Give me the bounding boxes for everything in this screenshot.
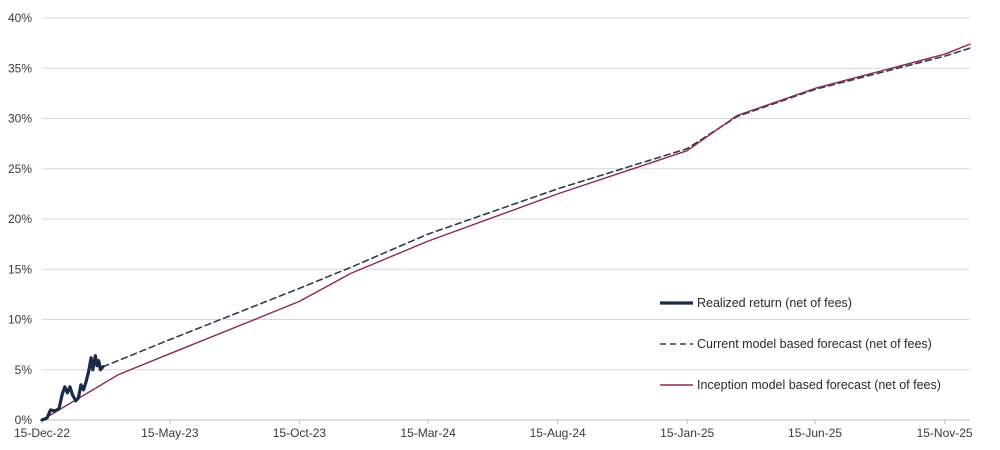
legend-label-2: Inception model based forecast (net of f… [697,378,941,392]
x-tick-label: 15-Oct-23 [273,426,327,440]
y-tick-label: 0% [15,413,33,427]
y-tick-label: 40% [8,11,32,25]
legend-label-1: Current model based forecast (net of fee… [697,337,932,351]
y-tick-label: 35% [8,61,32,75]
x-tick-label: 15-Nov-25 [917,426,973,440]
legend-label-0: Realized return (net of fees) [697,296,852,310]
y-tick-label: 30% [8,112,32,126]
y-tick-label: 5% [15,363,33,377]
x-tick-label: 15-May-23 [141,426,199,440]
x-tick-label: 15-Jun-25 [788,426,842,440]
x-tick-label: 15-Jan-25 [660,426,714,440]
x-tick-label: 15-Mar-24 [400,426,456,440]
y-tick-label: 10% [8,313,32,327]
series-line-0 [40,354,105,422]
gridlines [42,17,970,421]
series-lines [40,43,971,422]
y-axis-ticks: 0% 5% 10% 15% 20% 25% 30% 35% 40% [8,11,32,427]
series-line-2 [41,43,971,421]
x-axis-ticks: 15-Dec-22 15-May-23 15-Oct-23 15-Mar-24 15-A… [14,420,973,440]
x-tick-label: 15-Dec-22 [14,426,70,440]
y-tick-label: 20% [8,212,32,226]
series-line-1 [102,47,971,368]
y-tick-label: 25% [8,162,32,176]
legend: Realized return (net of fees) Current mod… [660,296,941,392]
x-tick-label: 15-Aug-24 [530,426,586,440]
y-tick-label: 15% [8,262,32,276]
